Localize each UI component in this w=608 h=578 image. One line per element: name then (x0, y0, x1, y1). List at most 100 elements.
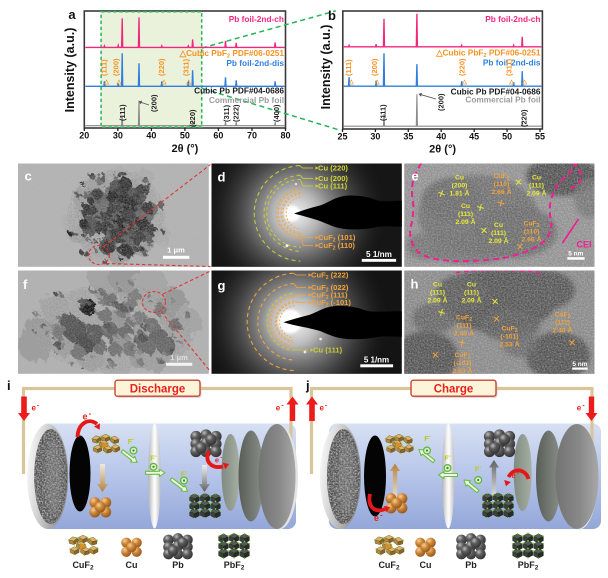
svg-text:2θ (°): 2θ (°) (171, 143, 198, 155)
svg-text:△: △ (103, 79, 109, 86)
svg-text:5 nm: 5 nm (568, 251, 583, 258)
svg-text:Cu (200): Cu (200) (318, 174, 348, 183)
svg-text:1 μm: 1 μm (167, 246, 185, 255)
svg-text:40: 40 (146, 131, 156, 141)
svg-text:F: F (424, 434, 429, 443)
svg-text:△: △ (116, 79, 122, 86)
svg-text:△: △ (461, 79, 467, 86)
svg-text:25: 25 (337, 132, 347, 142)
svg-text:e: e (276, 404, 281, 413)
svg-text:-: - (582, 403, 585, 410)
svg-text:CuF2 (101): CuF2 (101) (318, 233, 356, 244)
svg-text:(111): (111) (529, 183, 544, 190)
svg-text:Intensity (a.u.): Intensity (a.u.) (319, 25, 333, 110)
svg-text:CuF2: CuF2 (455, 352, 471, 361)
svg-text:80: 80 (280, 131, 290, 141)
svg-text:(400): (400) (272, 104, 281, 122)
svg-text:2.09 Å: 2.09 Å (427, 296, 447, 305)
svg-text:△Cubic PbF2 PDF#06-0251: △Cubic PbF2 PDF#06-0251 (435, 48, 541, 60)
svg-text:-: - (325, 403, 328, 410)
svg-text:2.09 Å: 2.09 Å (488, 236, 508, 245)
svg-text:-: - (89, 409, 92, 418)
svg-text:F: F (181, 470, 186, 479)
svg-text:e: e (215, 456, 219, 465)
svg-text:PbF2: PbF2 (224, 560, 245, 572)
svg-text:55: 55 (535, 132, 545, 142)
svg-text:f: f (23, 277, 28, 292)
svg-text:△: △ (348, 79, 354, 86)
svg-text:F: F (444, 454, 449, 463)
svg-text:CuF2 (022): CuF2 (022) (311, 283, 349, 294)
svg-text:Commercial Pb foil: Commercial Pb foil (209, 95, 284, 105)
svg-text:Cubic Pb PDF#04-0686: Cubic Pb PDF#04-0686 (451, 86, 541, 96)
svg-text:(111): (111) (378, 104, 387, 121)
svg-text:2.53 Å: 2.53 Å (499, 340, 519, 349)
svg-text:(200): (200) (437, 93, 446, 111)
svg-text:e: e (511, 471, 515, 480)
svg-text:Pb: Pb (465, 560, 477, 570)
svg-text:a: a (68, 7, 76, 22)
svg-text:-: - (380, 511, 383, 520)
svg-text:△: △ (374, 79, 380, 86)
svg-text:(222): (222) (231, 104, 240, 122)
svg-text:(220): (220) (520, 109, 529, 127)
svg-text:F: F (128, 437, 133, 446)
svg-text:(111): (111) (491, 230, 506, 237)
svg-text:F: F (475, 465, 480, 474)
svg-text:30: 30 (370, 132, 380, 142)
svg-text:-: - (220, 455, 222, 462)
svg-text:60: 60 (213, 131, 223, 141)
svg-text:Cu (220): Cu (220) (318, 164, 348, 173)
svg-text:2θ (°): 2θ (°) (429, 144, 456, 156)
svg-text:(111): (111) (430, 290, 445, 297)
svg-text:(111): (111) (118, 104, 127, 121)
svg-text:(311): (311) (504, 58, 513, 76)
svg-text:(311): (311) (222, 104, 231, 122)
svg-text:Cu (111): Cu (111) (318, 182, 348, 191)
svg-text:(200): (200) (452, 183, 468, 190)
svg-text:Cu: Cu (461, 203, 470, 210)
svg-text:e: e (82, 412, 87, 422)
svg-text:CuF2 (111): CuF2 (111) (311, 291, 348, 302)
svg-text:1 μm: 1 μm (170, 353, 188, 362)
svg-text:Cu: Cu (494, 222, 503, 229)
svg-text:j: j (305, 378, 310, 393)
svg-text:-: - (479, 465, 481, 471)
svg-text:Intensity (a.u.): Intensity (a.u.) (63, 28, 77, 113)
svg-text:CuF2: CuF2 (72, 560, 94, 572)
svg-text:CuF2: CuF2 (494, 173, 510, 182)
svg-text:Pb foil-2nd-dis: Pb foil-2nd-dis (483, 58, 541, 68)
svg-text:(200): (200) (370, 58, 379, 76)
svg-text:-: - (281, 403, 284, 410)
svg-text:PbF2: PbF2 (518, 560, 539, 572)
svg-text:5 nm: 5 nm (572, 361, 587, 368)
svg-text:-: - (155, 454, 157, 460)
svg-text:2.66 Å: 2.66 Å (491, 187, 511, 196)
svg-text:-: - (449, 454, 451, 460)
svg-text:-: - (429, 435, 431, 441)
svg-text:Cu: Cu (532, 175, 541, 182)
svg-text:e: e (374, 513, 379, 523)
svg-text:(111): (111) (458, 211, 473, 218)
svg-text:F: F (150, 454, 155, 463)
svg-text:45: 45 (469, 132, 479, 142)
svg-text:△: △ (161, 79, 167, 86)
svg-text:CuF2: CuF2 (524, 221, 540, 230)
svg-text:△: △ (185, 79, 191, 86)
svg-text:Discharge: Discharge (130, 384, 186, 396)
svg-text:d: d (218, 170, 226, 185)
svg-text:Pb: Pb (172, 560, 184, 570)
svg-text:△Cubic PbF2 PDF#06-0251: △Cubic PbF2 PDF#06-0251 (179, 48, 285, 60)
svg-text:-: - (517, 470, 519, 477)
svg-text:CuF2: CuF2 (378, 560, 400, 572)
svg-text:CuF2: CuF2 (456, 315, 472, 324)
svg-text:(220): (220) (157, 58, 166, 76)
svg-text:g: g (218, 278, 226, 293)
svg-text:(-101): (-101) (453, 360, 471, 367)
svg-text:e: e (577, 404, 582, 413)
svg-text:e: e (320, 404, 325, 413)
svg-text:50: 50 (180, 131, 190, 141)
svg-text:(220): (220) (457, 58, 466, 76)
svg-text:e: e (412, 169, 419, 184)
svg-text:5 1/nm: 5 1/nm (364, 356, 389, 365)
